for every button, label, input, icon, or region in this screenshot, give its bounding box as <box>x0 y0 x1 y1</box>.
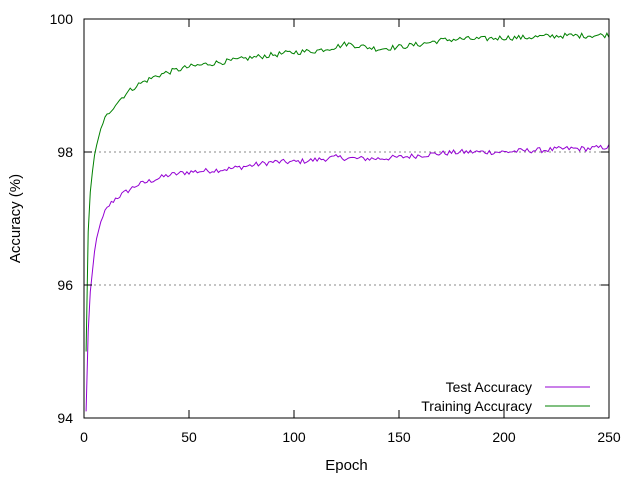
y-tick-label: 100 <box>50 11 74 27</box>
y-tick-label: 94 <box>57 410 73 426</box>
legend: Test Accuracy Training Accuracy <box>421 379 590 414</box>
legend-label: Test Accuracy <box>446 379 532 395</box>
y-axis-label: Accuracy (%) <box>7 174 24 263</box>
x-tick-label: 150 <box>387 429 411 445</box>
plot-frame <box>83 18 610 419</box>
x-tick-label: 200 <box>492 429 516 445</box>
series-layer <box>85 32 610 412</box>
x-tick-label: 100 <box>282 429 306 445</box>
legend-label: Training Accuracy <box>421 398 532 414</box>
y-tick-label: 98 <box>57 144 73 160</box>
x-tick-label: 50 <box>181 429 197 445</box>
series-line <box>85 144 610 412</box>
series-line <box>85 32 610 352</box>
x-tick-label: 250 <box>597 429 621 445</box>
x-axis-label: Epoch <box>325 457 368 474</box>
axis-ticks: 94 96 98 100 0 50 100 150 200 250 <box>50 11 621 445</box>
y-tick-label: 96 <box>57 277 73 293</box>
x-tick-label: 0 <box>80 429 88 445</box>
